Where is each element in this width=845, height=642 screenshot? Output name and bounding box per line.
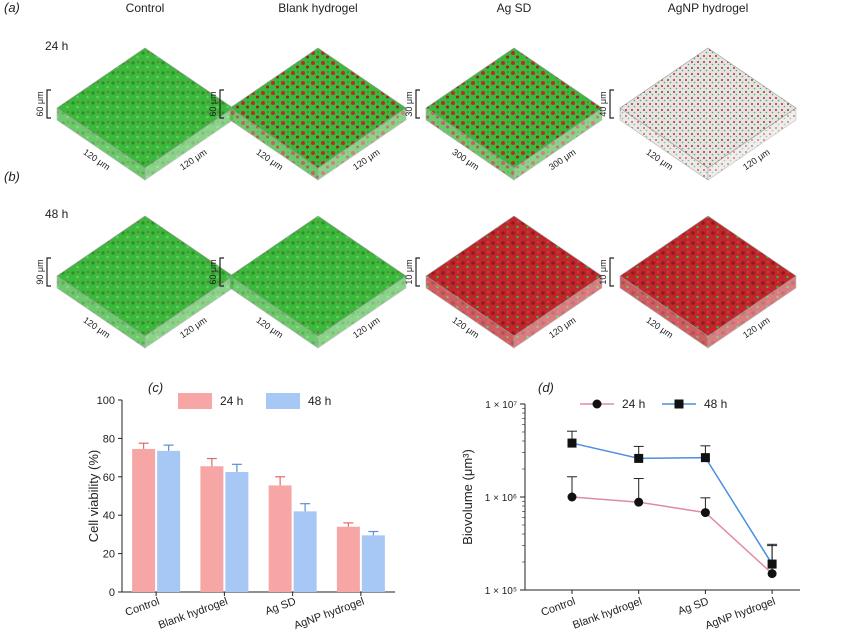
z-scale-label: 60 μm <box>35 91 45 116</box>
legend-label: 48 h <box>308 394 331 408</box>
microscopy-top-face <box>56 47 234 169</box>
legend-swatch <box>178 393 212 409</box>
x-tick-label: Control <box>124 596 161 619</box>
panel-label-c: (c) <box>148 380 163 395</box>
z-scale-bracket <box>219 89 224 119</box>
z-scale-bracket <box>46 257 51 287</box>
z-scale-label: 10 μm <box>404 259 414 284</box>
column-title-blank-hydrogel: Blank hydrogel <box>278 1 357 15</box>
microscopy-top-face <box>619 47 797 169</box>
microscopy-right-face <box>707 107 797 181</box>
microscopy-right-face <box>513 275 603 349</box>
legend-label: 24 h <box>622 397 645 411</box>
z-scale-label: 40 μm <box>598 91 608 116</box>
y-tick-label: 1 × 10⁶ <box>485 493 517 504</box>
series-line <box>571 442 773 565</box>
legend-label: 48 h <box>704 397 727 411</box>
column-title-control: Control <box>126 1 165 15</box>
z-scale-bracket <box>609 89 614 119</box>
z-scale-label: 60 μm <box>208 91 218 116</box>
z-scale-label: 10 μm <box>598 259 608 284</box>
panel-label-d: (d) <box>538 380 554 395</box>
microscopy-top-face <box>619 215 797 337</box>
x-tick-label: Blank hydrogel <box>157 596 229 632</box>
row-label-24h: 24 h <box>45 39 68 53</box>
y-tick-label: 0 <box>109 587 115 599</box>
x-tick-label: Ag SD <box>676 596 710 618</box>
z-scale-bracket <box>46 89 51 119</box>
z-scale-bracket <box>609 257 614 287</box>
bar <box>200 466 224 592</box>
microscopy-top-face <box>229 47 407 169</box>
column-title-agnp-hydrogel: AgNP hydrogel <box>668 1 749 15</box>
x-tick-label: Control <box>540 596 577 619</box>
y-tick-label: 1 × 10⁷ <box>485 400 517 411</box>
y-tick-label: 100 <box>97 395 115 407</box>
bar <box>293 511 317 592</box>
bar <box>225 472 249 592</box>
column-title-ag-sd: Ag SD <box>497 1 532 15</box>
microscopy-right-face <box>317 275 407 349</box>
z-scale-label: 30 μm <box>404 91 414 116</box>
data-point <box>700 508 710 518</box>
data-point <box>567 492 577 502</box>
legend-marker <box>592 399 602 409</box>
x-tick-label: AgNP hydrogel <box>292 596 365 633</box>
microscopy-right-face <box>513 107 603 181</box>
panel-label-b: (b) <box>4 169 20 184</box>
microscopy-right-face <box>317 107 407 181</box>
y-tick-label: 40 <box>103 510 115 522</box>
x-tick-label: Blank hydrogel <box>571 596 643 632</box>
x-tick-label: Ag SD <box>264 596 298 618</box>
data-point <box>634 453 644 463</box>
y-tick-label: 1 × 10⁵ <box>485 586 517 597</box>
microscopy-top-face <box>425 47 603 169</box>
data-point <box>634 497 644 507</box>
row-label-48h: 48 h <box>45 207 68 221</box>
z-scale-label: 60 μm <box>208 259 218 284</box>
z-scale-bracket <box>415 257 420 287</box>
bar <box>336 526 360 592</box>
x-tick-label: AgNP hydrogel <box>704 596 777 633</box>
microscopy-top-face <box>56 215 234 337</box>
bar <box>132 448 156 592</box>
y-tick-label: 60 <box>103 472 115 484</box>
microscopy-top-face <box>425 215 603 337</box>
data-point <box>767 559 777 569</box>
microscopy-top-face <box>229 215 407 337</box>
z-scale-label: 90 μm <box>35 259 45 284</box>
z-scale-bracket <box>415 89 420 119</box>
biovolume-line-chart: 1 × 10⁵ 1 × 10⁶ 1 × 10⁷ Biovolume (μm³) Cont… <box>460 397 800 632</box>
bar <box>361 535 385 592</box>
bar <box>268 485 292 592</box>
y-tick-label: 20 <box>103 549 115 561</box>
legend-marker <box>674 399 684 409</box>
legend-swatch <box>266 393 300 409</box>
data-point <box>700 453 710 463</box>
bar <box>157 450 181 592</box>
series-line <box>571 496 773 575</box>
y-axis-label: Biovolume (μm³) <box>460 449 475 545</box>
legend-label: 24 h <box>220 394 243 408</box>
y-axis-label: Cell viability (%) <box>86 450 101 542</box>
z-scale-bracket <box>219 257 224 287</box>
panel-label-a: (a) <box>4 0 20 15</box>
cell-viability-bar-chart: 0 20 40 60 80 100 Cell viability (%) ControlBla… <box>86 393 395 632</box>
data-point <box>767 569 777 579</box>
microscopy-right-face <box>707 275 797 349</box>
data-point <box>567 438 577 448</box>
y-tick-label: 80 <box>103 433 115 445</box>
